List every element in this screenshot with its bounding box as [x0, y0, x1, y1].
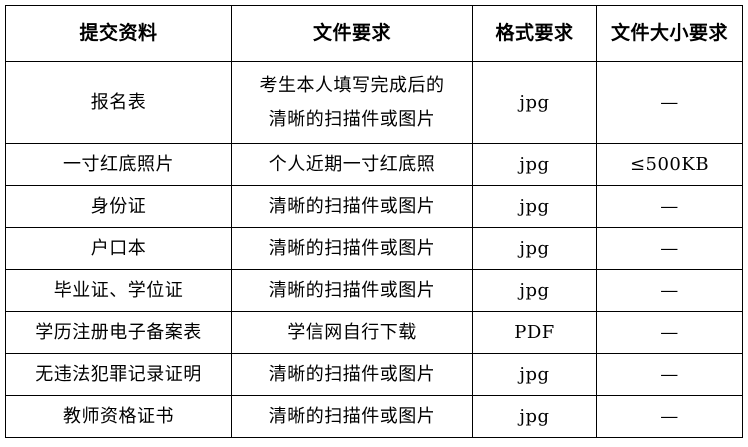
- cell-file-requirement: 清晰的扫描件或图片: [231, 227, 473, 270]
- cell-format-requirement: jpg: [472, 353, 597, 396]
- requirement-line: 考生本人填写完成后的: [259, 75, 445, 96]
- cell-document-name: 身份证: [5, 185, 232, 228]
- submission-requirements-table: 提交资料 文件要求 格式要求 文件大小要求 报名表 考生本人填写完成后的 清晰的…: [5, 5, 743, 438]
- dash-icon: —: [660, 280, 679, 301]
- cell-document-name: 无违法犯罪记录证明: [5, 353, 232, 396]
- cell-size-requirement: —: [596, 269, 743, 312]
- requirement-line: 清晰的扫描件或图片: [268, 280, 436, 301]
- cell-size-requirement: —: [596, 61, 743, 144]
- cell-document-name: 户口本: [5, 227, 232, 270]
- table-row: 户口本 清晰的扫描件或图片 jpg —: [5, 227, 743, 270]
- cell-document-name: 一寸红底照片: [5, 143, 232, 186]
- cell-size-requirement: ≤500KB: [596, 143, 743, 186]
- cell-file-requirement: 考生本人填写完成后的 清晰的扫描件或图片: [231, 61, 473, 144]
- requirement-line: 清晰的扫描件或图片: [268, 196, 436, 217]
- cell-format-requirement: jpg: [472, 185, 597, 228]
- requirement-line: 清晰的扫描件或图片: [268, 406, 436, 427]
- column-header-file-requirement: 文件要求: [231, 5, 473, 62]
- requirement-line: 清晰的扫描件或图片: [268, 109, 436, 130]
- dash-icon: —: [660, 322, 679, 343]
- table-row: 毕业证、学位证 清晰的扫描件或图片 jpg —: [5, 269, 743, 312]
- requirement-line: 清晰的扫描件或图片: [268, 238, 436, 259]
- cell-format-requirement: jpg: [472, 227, 597, 270]
- cell-document-name: 学历注册电子备案表: [5, 311, 232, 354]
- cell-file-requirement: 清晰的扫描件或图片: [231, 395, 473, 438]
- table-row: 无违法犯罪记录证明 清晰的扫描件或图片 jpg —: [5, 353, 743, 396]
- cell-file-requirement: 清晰的扫描件或图片: [231, 353, 473, 396]
- cell-size-requirement: —: [596, 311, 743, 354]
- cell-format-requirement: jpg: [472, 269, 597, 312]
- dash-icon: —: [660, 92, 679, 113]
- dash-icon: —: [660, 406, 679, 427]
- cell-format-requirement: jpg: [472, 143, 597, 186]
- cell-file-requirement: 清晰的扫描件或图片: [231, 185, 473, 228]
- dash-icon: —: [660, 196, 679, 217]
- requirement-line: 学信网自行下载: [287, 322, 417, 343]
- table-body: 报名表 考生本人填写完成后的 清晰的扫描件或图片 jpg — 一寸红底照片 个人…: [5, 61, 743, 438]
- table-row: 一寸红底照片 个人近期一寸红底照 jpg ≤500KB: [5, 143, 743, 186]
- dash-icon: —: [660, 364, 679, 385]
- dash-icon: —: [660, 238, 679, 259]
- cell-file-requirement: 学信网自行下载: [231, 311, 473, 354]
- cell-file-requirement: 清晰的扫描件或图片: [231, 269, 473, 312]
- table-row: 报名表 考生本人填写完成后的 清晰的扫描件或图片 jpg —: [5, 61, 743, 144]
- table-header: 提交资料 文件要求 格式要求 文件大小要求: [5, 5, 743, 62]
- cell-size-requirement: —: [596, 395, 743, 438]
- requirement-line: 清晰的扫描件或图片: [268, 364, 436, 385]
- column-header-size-requirement: 文件大小要求: [596, 5, 743, 62]
- cell-format-requirement: PDF: [472, 311, 597, 354]
- cell-document-name: 教师资格证书: [5, 395, 232, 438]
- column-header-document: 提交资料: [5, 5, 232, 62]
- cell-size-requirement: —: [596, 185, 743, 228]
- requirement-line: 个人近期一寸红底照: [268, 154, 436, 175]
- table-header-row: 提交资料 文件要求 格式要求 文件大小要求: [5, 5, 743, 62]
- table-row: 教师资格证书 清晰的扫描件或图片 jpg —: [5, 395, 743, 438]
- table-row: 学历注册电子备案表 学信网自行下载 PDF —: [5, 311, 743, 354]
- cell-document-name: 毕业证、学位证: [5, 269, 232, 312]
- cell-size-requirement: —: [596, 353, 743, 396]
- cell-format-requirement: jpg: [472, 61, 597, 144]
- cell-size-requirement: —: [596, 227, 743, 270]
- cell-file-requirement: 个人近期一寸红底照: [231, 143, 473, 186]
- column-header-format-requirement: 格式要求: [472, 5, 597, 62]
- table-row: 身份证 清晰的扫描件或图片 jpg —: [5, 185, 743, 228]
- cell-format-requirement: jpg: [472, 395, 597, 438]
- cell-document-name: 报名表: [5, 61, 232, 144]
